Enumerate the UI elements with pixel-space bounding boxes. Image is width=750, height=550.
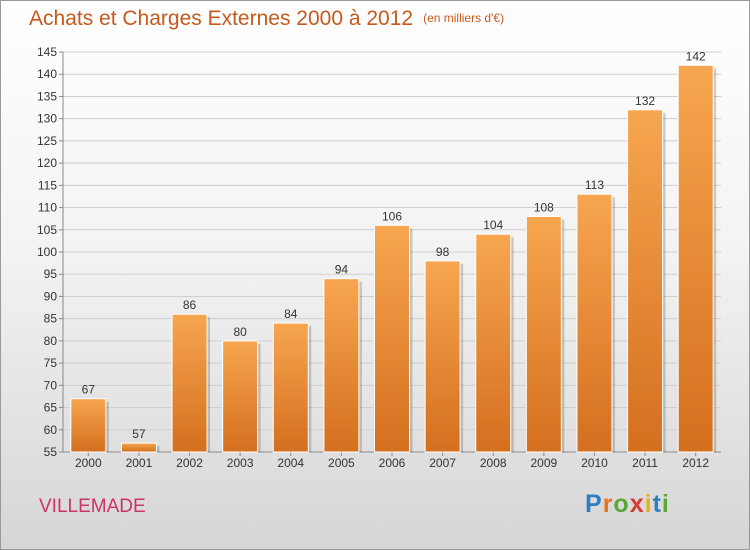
value-label: 86 <box>183 298 197 312</box>
x-tick-label: 2012 <box>682 456 709 470</box>
title-text: Achats et Charges Externes 2000 à 2012 <box>29 7 414 30</box>
value-label: 108 <box>534 200 554 214</box>
bar <box>120 442 157 453</box>
logo-letter: r <box>602 490 614 518</box>
value-label: 84 <box>284 307 298 321</box>
y-tick-label: 75 <box>44 356 58 370</box>
y-tick-label: 135 <box>37 89 57 103</box>
value-label: 106 <box>382 209 402 223</box>
logo-letter: o <box>613 490 630 518</box>
bar <box>525 215 562 453</box>
y-tick-label: 55 <box>44 445 58 459</box>
y-tick-label: 95 <box>44 267 58 281</box>
value-label: 94 <box>335 263 349 277</box>
x-tick-label: 2009 <box>530 456 557 470</box>
x-tick-label: 2000 <box>75 456 102 470</box>
x-tick-label: 2004 <box>277 456 304 470</box>
x-tick-label: 2010 <box>581 456 608 470</box>
x-tick-label: 2001 <box>126 456 153 470</box>
logo-letter: i <box>661 490 670 518</box>
location-label: VILLEMADE <box>39 496 146 517</box>
x-tick-label: 2007 <box>429 456 456 470</box>
value-label: 104 <box>483 218 503 232</box>
logo-letter: x <box>629 490 645 518</box>
value-label: 67 <box>82 383 96 397</box>
y-tick-label: 80 <box>44 334 58 348</box>
x-tick-label: 2005 <box>328 456 355 470</box>
y-tick-label: 60 <box>44 423 58 437</box>
bar <box>374 224 410 453</box>
value-label: 80 <box>233 325 247 339</box>
x-tick-label: 2008 <box>480 456 507 470</box>
proxiti-logo: Proxiti <box>585 490 670 519</box>
y-tick-label: 85 <box>44 312 58 326</box>
bar <box>424 260 461 453</box>
y-tick-label: 90 <box>44 289 58 303</box>
value-label: 57 <box>132 427 146 441</box>
bar <box>272 322 309 453</box>
value-label: 98 <box>436 245 450 259</box>
bar <box>171 313 208 453</box>
value-label: 142 <box>686 49 706 63</box>
bar <box>576 193 613 453</box>
y-tick-label: 140 <box>37 67 57 81</box>
bar <box>222 340 259 453</box>
y-tick-label: 105 <box>37 223 57 237</box>
y-tick-label: 115 <box>38 178 57 192</box>
logo-letter: t <box>652 490 662 518</box>
y-tick-label: 65 <box>44 401 58 415</box>
x-tick-label: 2002 <box>176 456 203 470</box>
unit-label: (en milliers d'€) <box>423 11 505 25</box>
bar <box>677 64 714 453</box>
bar <box>475 233 512 453</box>
y-tick-label: 110 <box>38 201 57 215</box>
x-tick-label: 2003 <box>227 456 254 470</box>
value-label: 132 <box>635 94 655 108</box>
bars: 67 57 86 80 84 94 106 98 104 108 113 132 142 <box>70 49 717 453</box>
y-tick-label: 70 <box>44 378 58 392</box>
value-label: 113 <box>585 178 604 192</box>
y-tick-label: 145 <box>37 45 57 59</box>
x-tick-label: 2011 <box>632 456 658 470</box>
y-tick-label: 100 <box>37 245 57 259</box>
logo-letter: P <box>585 490 603 518</box>
bar <box>323 278 360 453</box>
bar <box>627 109 664 453</box>
bar <box>70 398 107 453</box>
y-tick-label: 125 <box>37 134 57 148</box>
y-tick-label: 130 <box>37 112 57 126</box>
logo-letter: i <box>644 490 653 518</box>
x-tick-label: 2006 <box>379 456 406 470</box>
chart-title: Achats et Charges Externes 2000 à 2012 (e… <box>29 7 504 31</box>
y-tick-label: 120 <box>37 156 57 170</box>
